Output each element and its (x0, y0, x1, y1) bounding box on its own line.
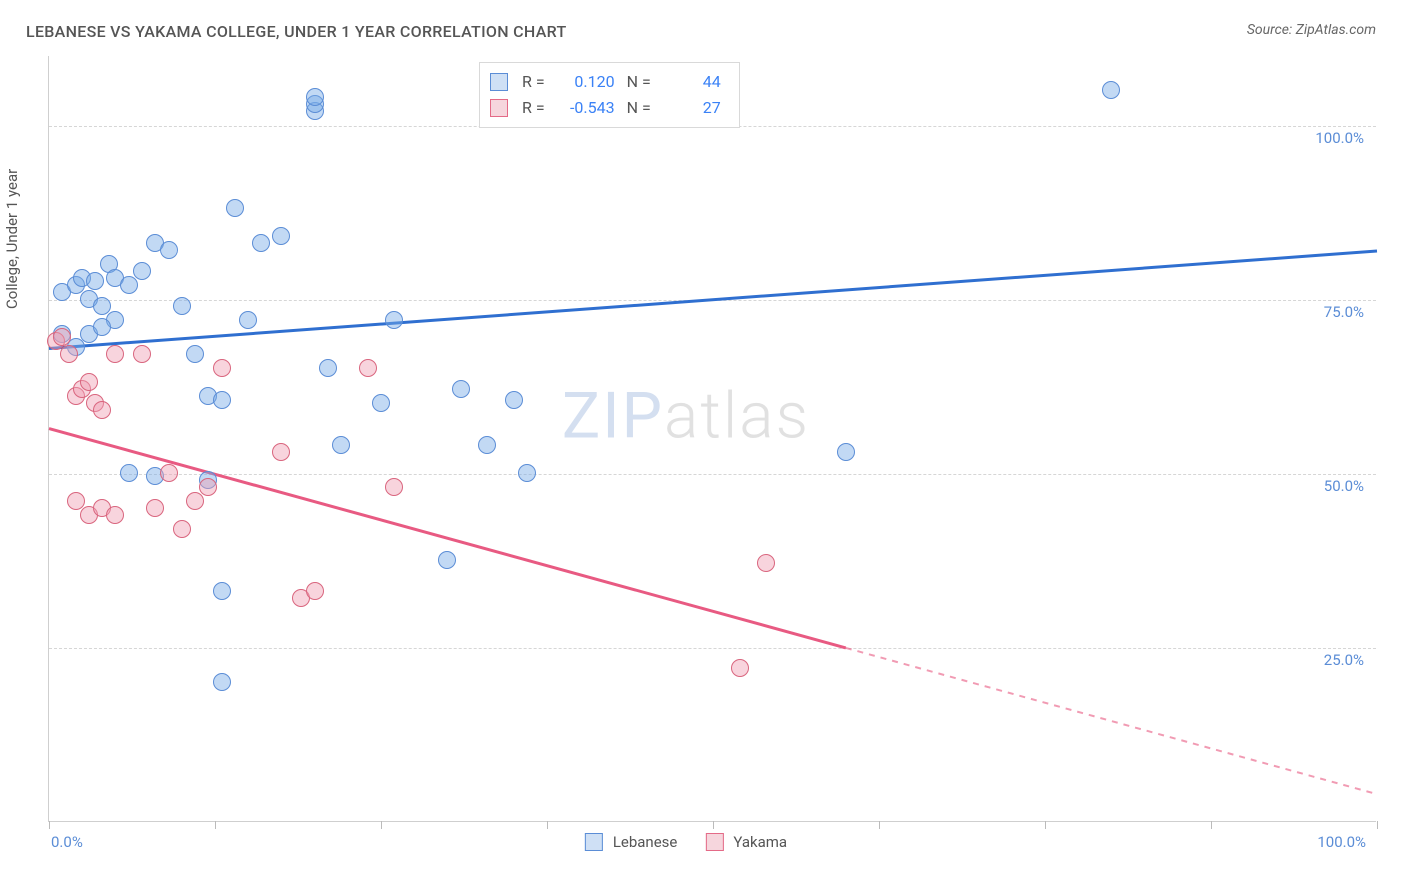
series-legend-b: Yakama (705, 833, 787, 851)
scatter-point-lebanese (133, 262, 151, 280)
scatter-point-lebanese (505, 391, 523, 409)
source-attribution: Source: ZipAtlas.com (1247, 22, 1376, 38)
plot-area: ZIPatlas 25.0% 50.0% 75.0% 100.0% R = 0.120… (48, 56, 1376, 822)
scatter-point-lebanese (213, 673, 231, 691)
watermark: ZIPatlas (562, 378, 810, 453)
series-legend: Lebanese Yakama (585, 833, 787, 851)
scatter-point-yakama (173, 520, 191, 538)
x-tick (1045, 821, 1046, 829)
scatter-point-yakama (186, 492, 204, 510)
scatter-point-lebanese (438, 551, 456, 569)
r-label-b: R = (522, 95, 545, 121)
scatter-point-yakama (106, 345, 124, 363)
x-tick (547, 821, 548, 829)
scatter-point-lebanese (186, 345, 204, 363)
scatter-point-lebanese (93, 318, 111, 336)
x-tick (381, 821, 382, 829)
scatter-point-yakama (272, 443, 290, 461)
scatter-point-yakama (385, 478, 403, 496)
scatter-point-lebanese (385, 311, 403, 329)
chart-title: LEBANESE VS YAKAMA COLLEGE, UNDER 1 YEAR… (26, 22, 567, 41)
chart-container: LEBANESE VS YAKAMA COLLEGE, UNDER 1 YEAR… (0, 0, 1406, 892)
swatch-a (490, 73, 508, 91)
scatter-point-lebanese (452, 380, 470, 398)
scatter-point-yakama (53, 328, 71, 346)
x-axis-min-label: 0.0% (51, 833, 83, 851)
scatter-point-yakama (199, 478, 217, 496)
r-value-b: -0.543 (557, 95, 615, 121)
n-label-a: N = (627, 69, 651, 95)
n-value-a: 44 (663, 69, 721, 95)
scatter-point-lebanese (160, 241, 178, 259)
scatter-point-lebanese (239, 311, 257, 329)
gridline (49, 474, 1376, 475)
y-tick-label: 100.0% (1315, 129, 1364, 147)
scatter-point-lebanese (120, 464, 138, 482)
n-value-b: 27 (663, 95, 721, 121)
watermark-zip: ZIP (562, 378, 664, 453)
scatter-point-lebanese (518, 464, 536, 482)
scatter-point-lebanese (213, 391, 231, 409)
swatch-a-bottom (585, 833, 603, 851)
watermark-atlas: atlas (664, 378, 810, 453)
scatter-point-lebanese (86, 272, 104, 290)
stats-legend-row-b: R = -0.543 N = 27 (490, 95, 721, 121)
scatter-point-lebanese (478, 436, 496, 454)
scatter-point-yakama (306, 582, 324, 600)
scatter-point-yakama (93, 401, 111, 419)
series-b-label: Yakama (733, 833, 787, 851)
series-legend-a: Lebanese (585, 833, 678, 851)
y-axis-label: College, Under 1 year (3, 169, 21, 309)
scatter-point-yakama (359, 359, 377, 377)
series-a-label: Lebanese (613, 833, 678, 851)
r-value-a: 0.120 (557, 69, 615, 95)
scatter-point-lebanese (837, 443, 855, 461)
scatter-point-lebanese (213, 582, 231, 600)
scatter-point-lebanese (272, 227, 290, 245)
scatter-point-lebanese (173, 297, 191, 315)
y-tick-label: 25.0% (1324, 651, 1364, 669)
swatch-b-bottom (705, 833, 723, 851)
x-tick (215, 821, 216, 829)
scatter-point-lebanese (372, 394, 390, 412)
x-tick (713, 821, 714, 829)
scatter-point-yakama (133, 345, 151, 363)
scatter-point-lebanese (252, 234, 270, 252)
scatter-point-yakama (757, 554, 775, 572)
x-axis-max-label: 100.0% (1317, 833, 1366, 851)
scatter-point-lebanese (306, 88, 324, 106)
scatter-point-yakama (146, 499, 164, 517)
scatter-point-lebanese (120, 276, 138, 294)
n-label-b: N = (627, 95, 651, 121)
stats-legend-row-a: R = 0.120 N = 44 (490, 69, 721, 95)
scatter-point-yakama (213, 359, 231, 377)
scatter-point-lebanese (226, 199, 244, 217)
x-tick (879, 821, 880, 829)
scatter-point-yakama (731, 659, 749, 677)
scatter-point-lebanese (332, 436, 350, 454)
scatter-point-yakama (60, 345, 78, 363)
gridline (49, 300, 1376, 301)
y-tick-label: 75.0% (1324, 303, 1364, 321)
x-tick (49, 821, 50, 829)
scatter-point-yakama (106, 506, 124, 524)
r-label-a: R = (522, 69, 545, 95)
scatter-point-lebanese (1102, 81, 1120, 99)
scatter-point-yakama (160, 464, 178, 482)
stats-legend: R = 0.120 N = 44 R = -0.543 N = 27 (479, 62, 740, 128)
scatter-point-yakama (80, 373, 98, 391)
x-tick (1211, 821, 1212, 829)
gridline (49, 648, 1376, 649)
x-tick (1377, 821, 1378, 829)
swatch-b (490, 99, 508, 117)
y-tick-label: 50.0% (1324, 477, 1364, 495)
scatter-point-lebanese (319, 359, 337, 377)
trend-lines (49, 56, 1377, 822)
